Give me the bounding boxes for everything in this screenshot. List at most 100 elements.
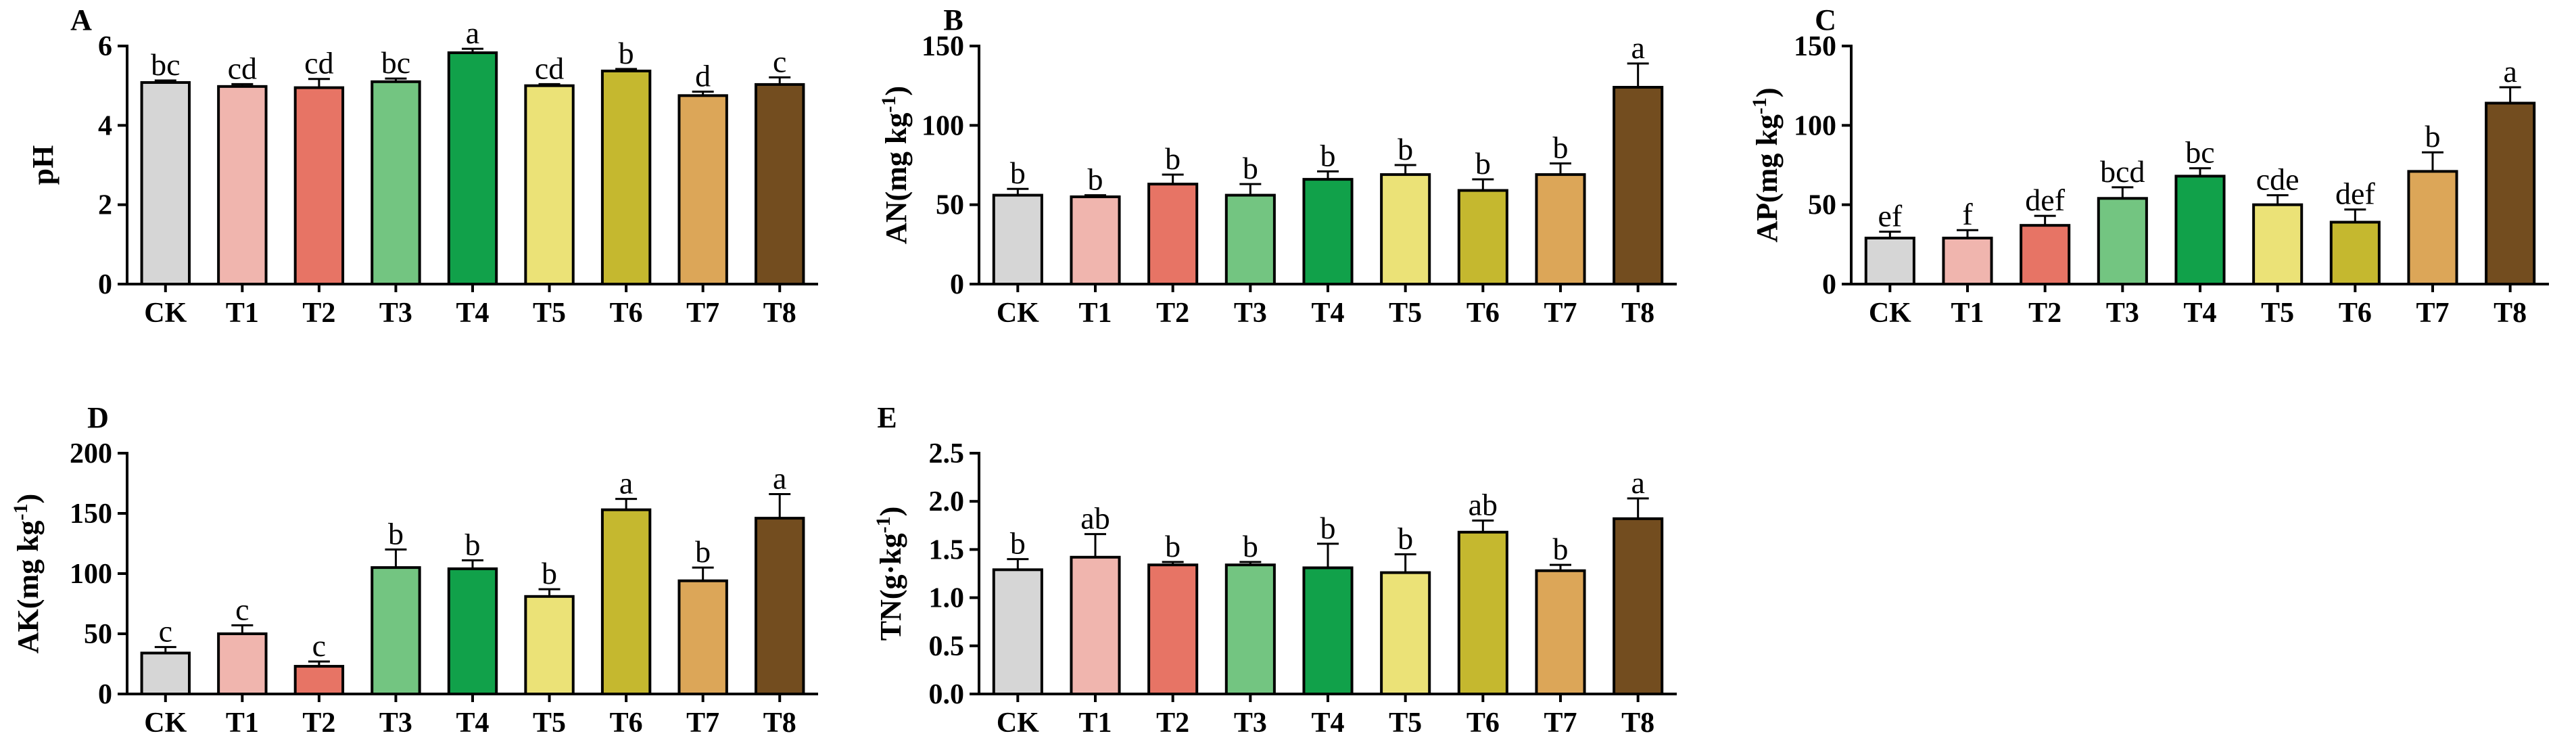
panel-e: ETN(g·kg-1)0.00.51.01.52.02.5bCKabT1bT2b… xyxy=(872,401,1677,739)
bar-t5 xyxy=(1380,173,1431,285)
x-tick-label-t3: T3 xyxy=(379,708,412,739)
y-axis-label: pH xyxy=(26,145,59,185)
bar-t1 xyxy=(217,632,268,695)
bar-t2 xyxy=(1147,563,1199,696)
x-tick-label-t7: T7 xyxy=(1544,298,1577,329)
significance-label-t6: def xyxy=(2335,177,2375,211)
bar-t5 xyxy=(1380,571,1431,695)
bar-t5 xyxy=(2252,203,2304,285)
y-tick-label: 50 xyxy=(1808,190,1836,221)
x-tick-label-t2: T2 xyxy=(2028,298,2061,329)
y-tick-label: 4 xyxy=(98,110,112,141)
y-tick-label: 0 xyxy=(950,269,964,300)
bar-t6 xyxy=(1457,530,1508,695)
significance-label-t5: b xyxy=(1398,132,1413,166)
significance-label-t2: cd xyxy=(304,46,333,80)
bar-ck xyxy=(992,193,1043,285)
significance-label-t6: b xyxy=(1475,146,1491,181)
y-axis-label-end: ) xyxy=(880,86,913,96)
bar-t5 xyxy=(524,84,575,286)
significance-label-t5: cde xyxy=(2256,162,2299,197)
bar-t5 xyxy=(524,595,575,695)
y-tick-label: 0 xyxy=(98,679,112,710)
x-tick-label-t3: T3 xyxy=(1234,708,1267,739)
bar-t6 xyxy=(600,69,652,286)
significance-label-t6: ab xyxy=(1469,488,1498,522)
x-tick-label-t7: T7 xyxy=(686,708,719,739)
significance-label-t4: bc xyxy=(2185,135,2214,170)
y-axis-label-end: ) xyxy=(1750,87,1784,97)
y-axis-label: AN(mg kg-1) xyxy=(878,86,913,244)
x-tick-label-t2: T2 xyxy=(302,298,335,329)
x-tick-label-t6: T6 xyxy=(2339,298,2372,329)
x-tick-label-t8: T8 xyxy=(763,298,796,329)
y-tick-label: 150 xyxy=(922,31,964,62)
significance-label-ck: c xyxy=(159,614,172,649)
panel-letter: C xyxy=(1815,3,1836,37)
x-tick-label-t6: T6 xyxy=(610,298,643,329)
significance-label-t8: a xyxy=(2503,54,2517,89)
x-tick-label-t3: T3 xyxy=(1234,298,1267,329)
significance-label-t4: b xyxy=(1320,511,1336,545)
bar-t7 xyxy=(677,579,728,695)
bar-t1 xyxy=(217,85,268,285)
significance-label-t2: def xyxy=(2025,183,2065,217)
significance-label-ck: bc xyxy=(151,47,180,82)
y-tick-label: 100 xyxy=(1794,110,1836,141)
significance-label-t6: b xyxy=(619,36,634,70)
bar-t8 xyxy=(1613,86,1664,285)
x-tick-label-t7: T7 xyxy=(686,298,719,329)
y-tick-label: 200 xyxy=(70,438,112,469)
x-tick-label-t2: T2 xyxy=(302,708,335,739)
y-tick-label: 0 xyxy=(98,269,112,300)
x-tick-label-t1: T1 xyxy=(1078,298,1112,329)
y-axis-label-end: ) xyxy=(874,507,907,517)
y-tick-label: 2.0 xyxy=(929,486,965,517)
bar-t7 xyxy=(677,94,728,285)
bar-t4 xyxy=(2174,175,2226,285)
bar-t1 xyxy=(1070,555,1121,695)
significance-label-t3: b xyxy=(1243,151,1258,185)
x-tick-label-t1: T1 xyxy=(226,298,259,329)
x-tick-label-t3: T3 xyxy=(379,298,412,329)
x-tick-label-t4: T4 xyxy=(2183,298,2216,329)
y-tick-label: 2.5 xyxy=(929,438,965,469)
significance-label-t1: f xyxy=(1962,197,1973,231)
bar-t8 xyxy=(2485,101,2536,285)
y-tick-label: 100 xyxy=(70,559,112,590)
bar-t7 xyxy=(1535,569,1586,696)
bar-t4 xyxy=(1302,178,1354,285)
significance-label-t1: cd xyxy=(228,51,257,85)
significance-label-t2: c xyxy=(312,628,326,663)
significance-label-t4: b xyxy=(465,527,481,561)
x-tick-label-t7: T7 xyxy=(2416,298,2449,329)
y-tick-label: 50 xyxy=(84,619,112,650)
y-axis-label-superscript: -1 xyxy=(872,516,895,533)
y-tick-label: 1.5 xyxy=(929,534,965,565)
bar-t3 xyxy=(371,80,421,286)
x-tick-label-t8: T8 xyxy=(1621,708,1654,739)
bar-t6 xyxy=(2329,221,2381,286)
significance-label-t7: b xyxy=(695,534,711,569)
x-tick-label-t8: T8 xyxy=(1621,298,1654,329)
x-tick-label-t8: T8 xyxy=(763,708,796,739)
bar-t3 xyxy=(1224,563,1276,696)
x-tick-label-t6: T6 xyxy=(610,708,643,739)
x-tick-label-t4: T4 xyxy=(1311,298,1344,329)
significance-label-ck: b xyxy=(1010,526,1026,561)
y-axis-label: AP(mg kg-1) xyxy=(1748,87,1784,242)
x-tick-label-t1: T1 xyxy=(226,708,259,739)
bar-t6 xyxy=(1457,189,1508,285)
bar-t8 xyxy=(755,83,805,285)
significance-label-t3: bcd xyxy=(2100,154,2145,189)
y-tick-label: 100 xyxy=(922,110,964,141)
bar-t1 xyxy=(1942,236,1993,285)
bar-t4 xyxy=(1302,566,1354,695)
x-tick-label-ck: CK xyxy=(997,708,1039,739)
y-tick-label: 6 xyxy=(98,31,112,62)
significance-label-t2: b xyxy=(1165,141,1180,176)
significance-label-t3: b xyxy=(388,516,404,551)
significance-label-t3: b xyxy=(1243,529,1258,563)
significance-label-t7: d xyxy=(695,58,711,93)
y-axis-label: AK(mg kg-1) xyxy=(9,494,45,653)
